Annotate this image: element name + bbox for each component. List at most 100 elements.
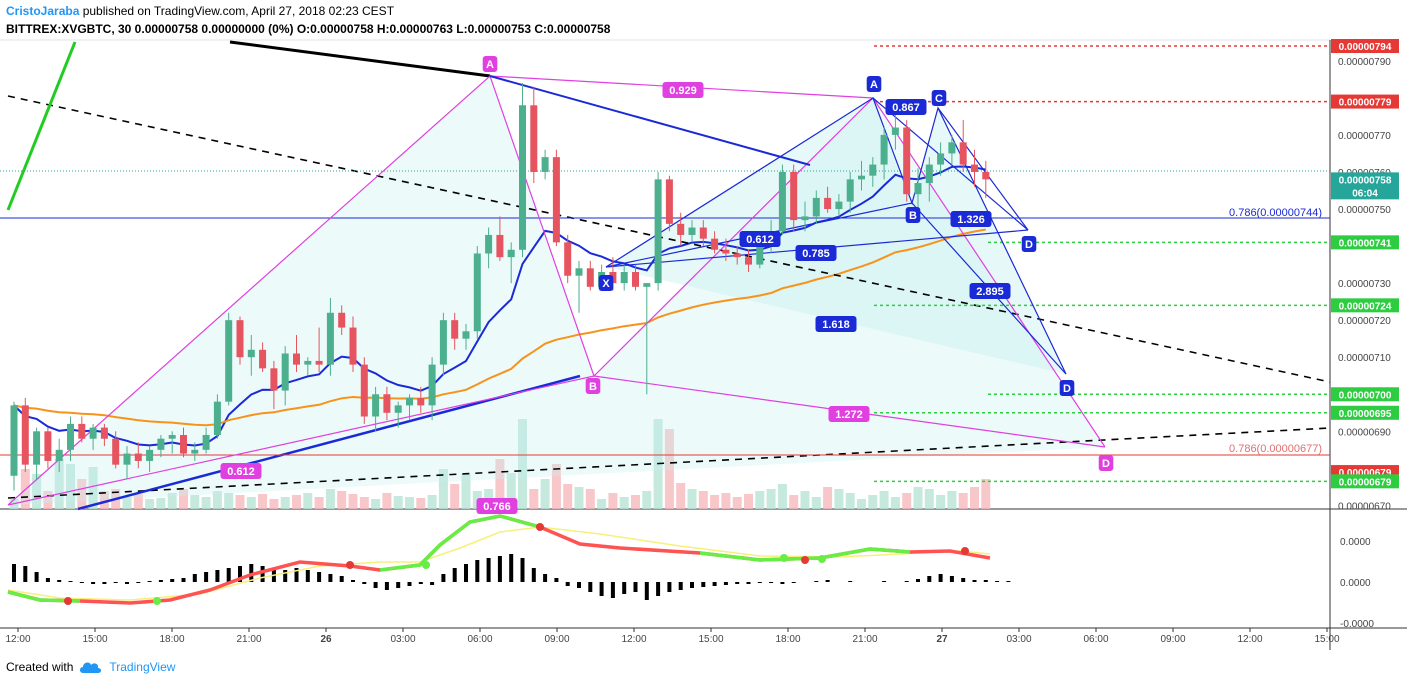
time-tick-label: 21:00 <box>852 634 877 645</box>
volume-bar <box>597 499 607 509</box>
histogram-bar <box>882 581 887 582</box>
magenta-ratio-label-box <box>476 498 518 514</box>
volume-bar <box>563 484 573 509</box>
candle-body <box>485 234 493 254</box>
magenta-ratio-label: 0.612 <box>227 466 255 478</box>
histogram-bar <box>215 570 220 582</box>
fib-label: 0.786(0.00000677) <box>1229 443 1322 455</box>
candle-body <box>722 249 730 254</box>
candle-body <box>846 179 854 202</box>
candle-body <box>959 142 967 165</box>
candle-body <box>44 431 52 461</box>
histogram-bar <box>667 582 672 592</box>
time-tick-label: 21:00 <box>236 634 261 645</box>
volume-bar <box>800 491 810 509</box>
candle-body <box>451 320 459 339</box>
histogram-bar <box>373 582 378 588</box>
histogram-bar <box>543 574 548 582</box>
macd-line-up <box>379 514 541 572</box>
volume-bar <box>303 493 313 509</box>
author-name[interactable]: CristoJaraba <box>6 4 80 18</box>
price-tag-box <box>1331 235 1399 250</box>
magenta-pattern-fill <box>8 76 1105 505</box>
histogram-bar <box>825 580 830 582</box>
volume-bar <box>54 459 64 509</box>
candle-body <box>507 249 515 258</box>
candle-body <box>259 349 267 369</box>
volume-bar <box>224 493 234 509</box>
tradingview-link[interactable]: TradingView <box>109 660 176 674</box>
blue-point-label: X <box>602 278 610 290</box>
candle-body <box>530 105 538 172</box>
histogram-bar <box>158 580 163 582</box>
volume-bar <box>676 483 686 509</box>
time-tick-label: 15:00 <box>82 634 107 645</box>
candle-body <box>665 179 673 224</box>
histogram-bar <box>610 582 615 598</box>
blue-ratio-label: 0.785 <box>802 248 830 260</box>
blue-ratio-label-box <box>969 283 1011 299</box>
histogram-bar <box>125 582 129 584</box>
volume-bar <box>721 493 731 509</box>
time-tick-label: 15:00 <box>698 634 723 645</box>
price-tag-label: 0.00000758 <box>1339 175 1392 186</box>
magenta-ratio-label: 1.272 <box>835 409 863 421</box>
magenta-ratio-label: 0.766 <box>483 501 511 513</box>
blue-ratio-label: 2.895 <box>976 286 1004 298</box>
blue-ratio-label-box <box>739 231 781 247</box>
candle-body <box>202 435 210 450</box>
cross-marker <box>536 523 544 531</box>
volume-bar <box>845 493 855 509</box>
histogram-bar <box>305 570 310 582</box>
magenta-point-label-box <box>585 378 601 394</box>
histogram-bar <box>238 566 242 582</box>
candle-body <box>225 320 233 402</box>
histogram-bar <box>961 578 966 582</box>
candle-body <box>462 331 470 339</box>
histogram-bar <box>757 582 762 583</box>
histogram-bar <box>452 568 457 582</box>
candle-body <box>688 227 696 235</box>
histogram-bar <box>565 582 570 586</box>
candle-body <box>191 449 199 454</box>
candle-body <box>146 449 154 461</box>
volume-bar <box>461 474 471 509</box>
candle-body <box>394 405 402 413</box>
histogram-bar <box>396 582 401 588</box>
volume-bar <box>246 497 256 509</box>
osc-tick-label: 0.0000 <box>1340 537 1371 548</box>
volume-bar <box>540 479 550 509</box>
candle-body <box>417 397 425 406</box>
histogram-bar <box>23 566 28 582</box>
volume-bar <box>766 489 776 509</box>
volume-bar <box>958 493 968 509</box>
histogram-bar <box>384 582 389 590</box>
cross-marker <box>818 555 826 563</box>
volume-bar <box>32 474 42 509</box>
volume-bar <box>99 491 109 509</box>
histogram-bar <box>746 582 751 584</box>
volume-bar <box>698 491 708 509</box>
candle-body <box>89 427 97 439</box>
candle-body <box>123 453 131 465</box>
candle-body <box>247 349 255 358</box>
histogram-bar <box>136 582 141 583</box>
candle-body <box>790 171 798 221</box>
support-line-blue <box>77 374 581 511</box>
blue-point-label-box <box>1059 380 1075 396</box>
histogram-bar <box>497 556 502 582</box>
price-tag-label: 0.00000700 <box>1339 390 1392 401</box>
histogram-bar <box>57 580 62 582</box>
histogram-bar <box>656 582 661 596</box>
histogram-bar <box>644 582 649 600</box>
volume-bar <box>642 491 652 509</box>
histogram-bar <box>147 581 152 582</box>
candle-body <box>858 175 865 180</box>
cross-marker <box>64 597 72 605</box>
histogram-bar <box>995 581 1000 582</box>
volume-bar <box>66 464 75 509</box>
ema-line-50 <box>13 228 986 427</box>
histogram-bar <box>441 574 446 582</box>
created-with-text: Created with <box>6 660 74 674</box>
